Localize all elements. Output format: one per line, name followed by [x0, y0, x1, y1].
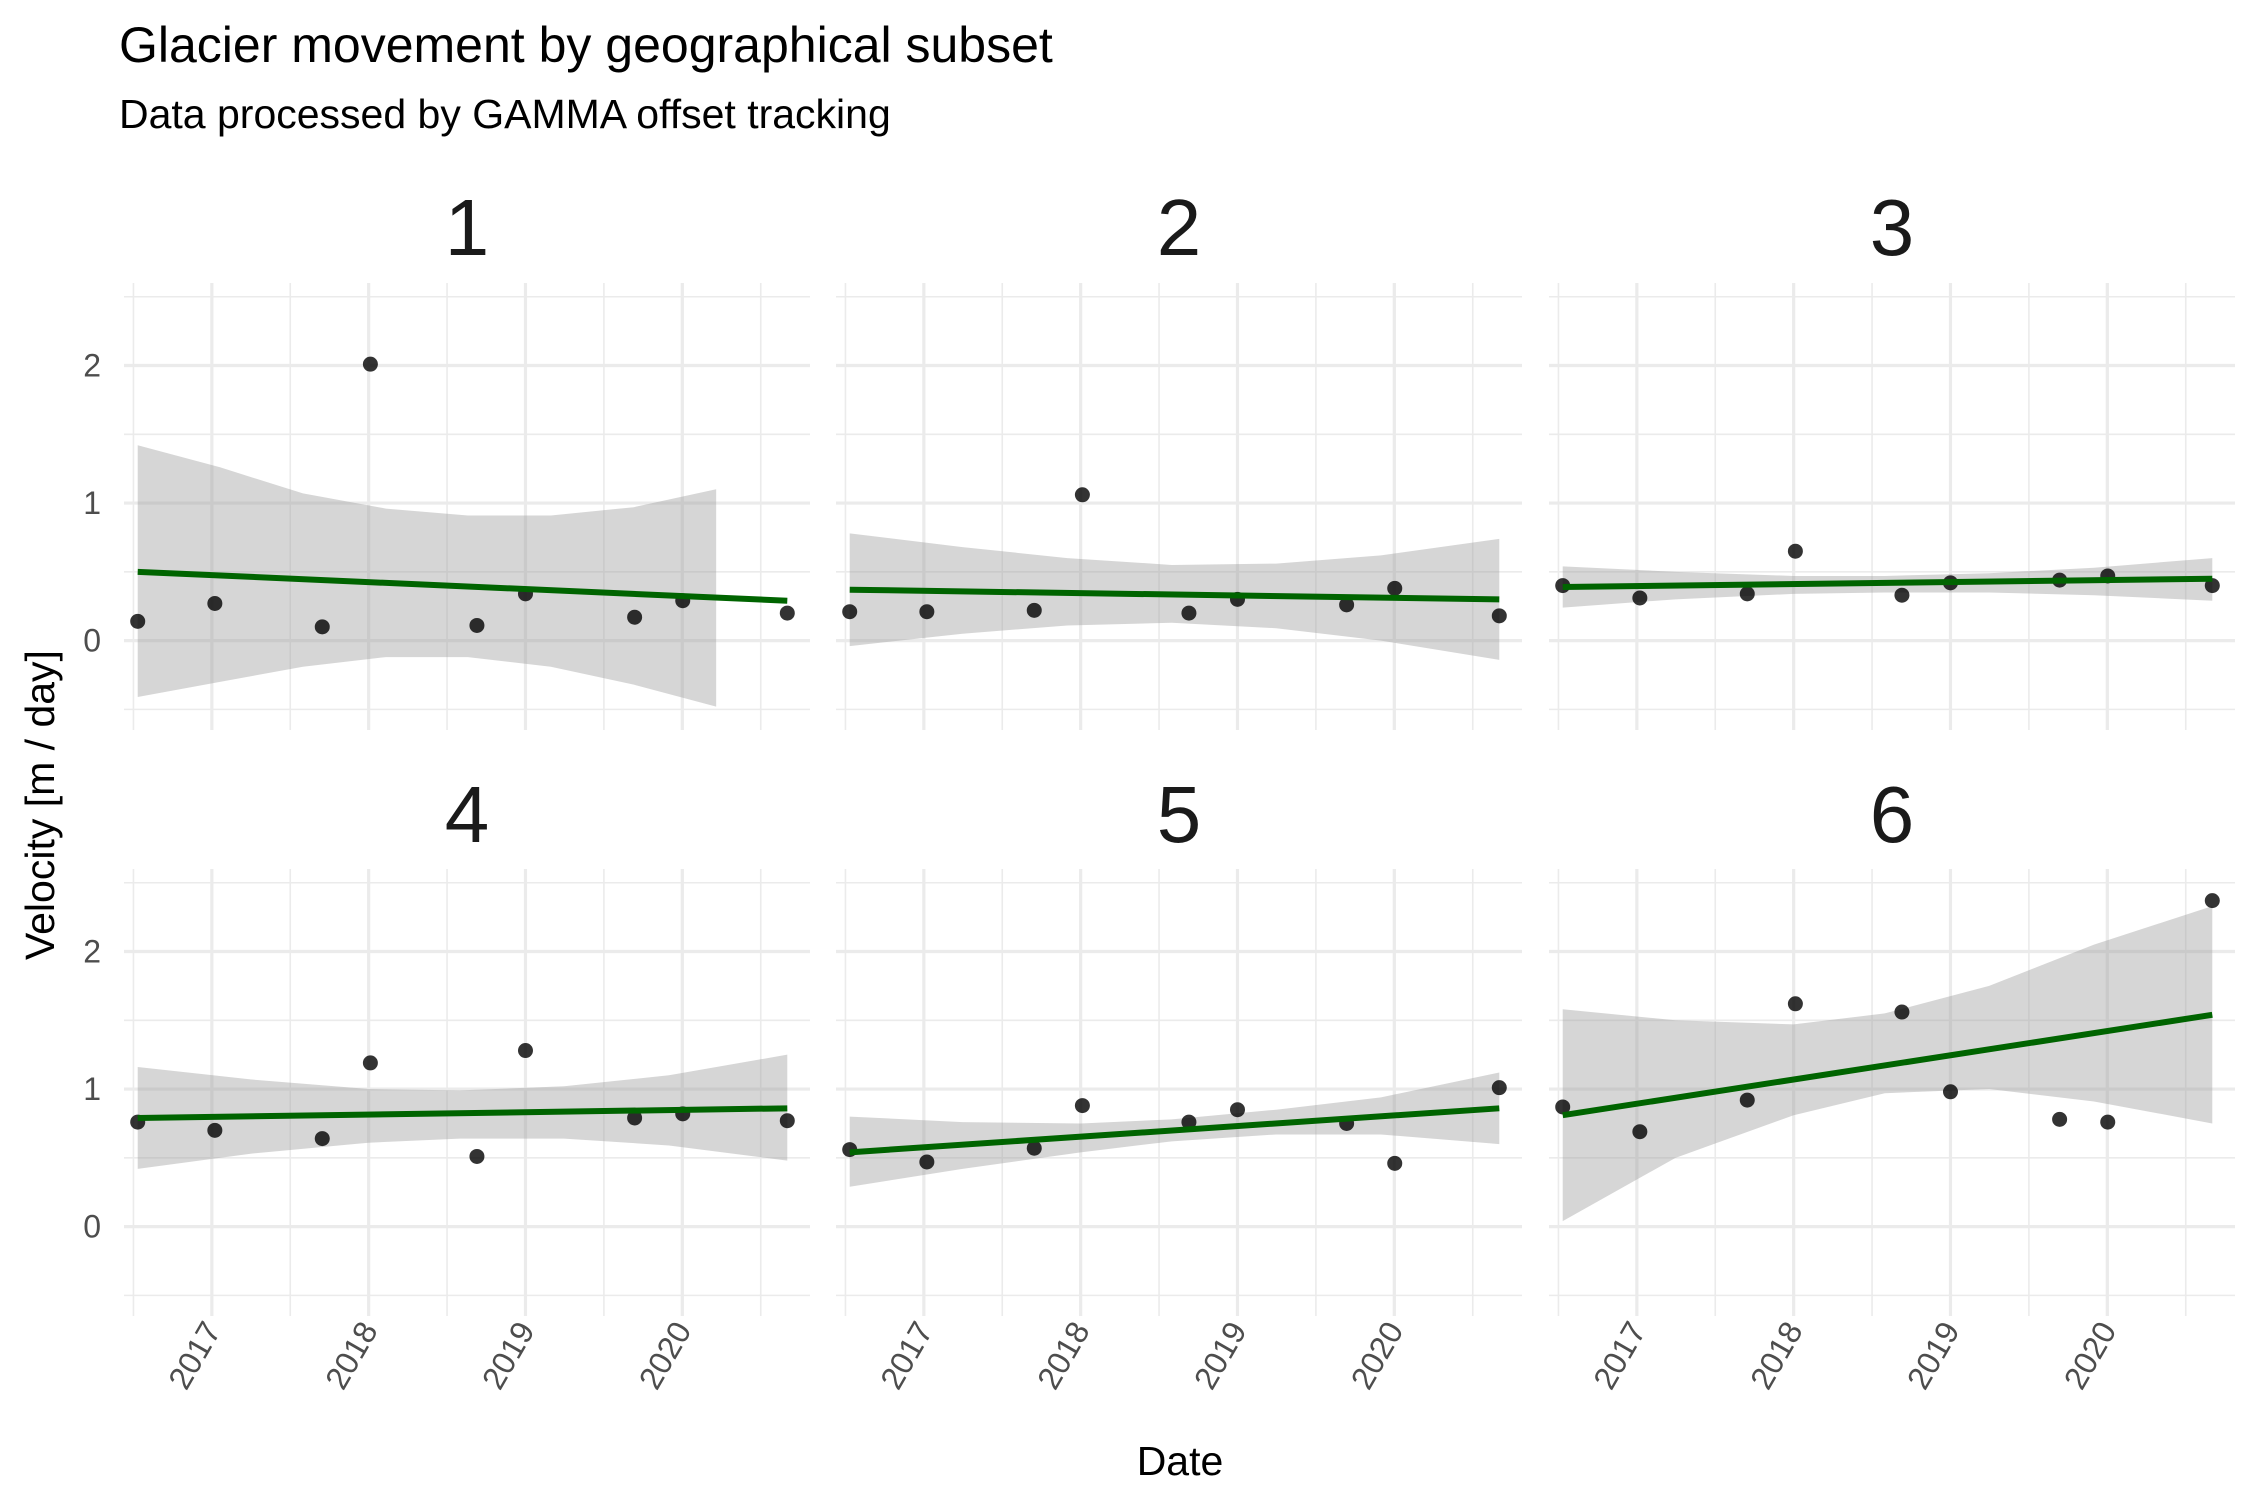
data-point [1894, 1004, 1910, 1020]
x-tick-label: 2018 [1743, 1316, 1810, 1396]
y-tick-label: 1 [83, 1071, 101, 1107]
panel-label: 6 [1870, 770, 1915, 859]
panel-5: 5 2017 2018 2019 2020 [836, 770, 1522, 1395]
panel-label: 2 [1157, 183, 1202, 272]
data-point [1491, 1080, 1507, 1096]
data-point [362, 356, 378, 372]
chart-title: Glacier movement by geographical subset [119, 17, 1053, 73]
data-point [1181, 605, 1197, 621]
data-point [1026, 1140, 1042, 1156]
y-tick-label: 1 [83, 485, 101, 521]
data-point [1739, 1092, 1755, 1108]
data-point [207, 595, 223, 611]
data-point [2052, 1111, 2068, 1127]
data-point [1894, 587, 1910, 603]
panel-label: 5 [1157, 770, 1202, 859]
y-tick-label: 0 [83, 1209, 101, 1245]
data-point [1555, 1099, 1571, 1115]
data-point [362, 1055, 378, 1071]
trend-line [137, 568, 788, 604]
y-axis-title: Velocity [m / day] [17, 650, 63, 960]
data-point [1074, 1098, 1090, 1114]
trend-line [137, 1105, 788, 1121]
panel-label: 4 [445, 770, 490, 859]
data-point [627, 609, 643, 625]
data-point [779, 605, 795, 621]
data-point [842, 604, 858, 620]
panel-2: 2 [836, 183, 1522, 730]
data-point [314, 1131, 330, 1147]
x-axis-title: Date [1137, 1438, 1224, 1484]
trend-line [849, 586, 1500, 603]
x-tick-label: 2017 [161, 1316, 228, 1396]
data-point [207, 1122, 223, 1138]
confidence-band [137, 445, 717, 707]
panel-label: 3 [1870, 183, 1915, 272]
x-tick-label: 2017 [873, 1316, 940, 1396]
data-point [1739, 586, 1755, 602]
data-point [919, 1154, 935, 1170]
data-point [469, 1148, 485, 1164]
data-point [469, 617, 485, 633]
data-point [2204, 578, 2220, 594]
data-point [919, 604, 935, 620]
data-point [1387, 580, 1403, 596]
data-point [1787, 996, 1803, 1012]
y-tick-label: 2 [83, 934, 101, 970]
data-point [1387, 1155, 1403, 1171]
x-tick-label: 2018 [318, 1316, 385, 1396]
data-point [517, 1043, 533, 1059]
data-point [1632, 590, 1648, 606]
trend-line [1562, 575, 2213, 590]
panels: 1 0 1 2 2 3 4 0 1 2 2017 2018 2019 2020 5 2017 2018 2019 2… [83, 183, 2235, 1395]
y-tick-label: 2 [83, 348, 101, 384]
data-point [1632, 1124, 1648, 1140]
data-point [779, 1113, 795, 1129]
panel-6: 6 2017 2018 2019 2020 [1549, 770, 2235, 1395]
x-tick-label: 2019 [1900, 1316, 1967, 1396]
data-point [1181, 1114, 1197, 1130]
data-point [1074, 487, 1090, 503]
y-tick-label: 0 [83, 623, 101, 659]
data-point [1229, 1102, 1245, 1118]
data-point [1787, 543, 1803, 559]
x-tick-label: 2017 [1586, 1316, 1653, 1396]
data-point [2204, 893, 2220, 909]
x-tick-label: 2020 [632, 1316, 699, 1396]
data-point [2100, 1114, 2116, 1130]
x-tick-label: 2020 [2057, 1316, 2124, 1396]
data-point [627, 1110, 643, 1126]
panel-label: 1 [445, 183, 490, 272]
panel-3: 3 [1549, 183, 2235, 730]
data-point [130, 613, 146, 629]
panel-4: 4 0 1 2 2017 2018 2019 2020 [83, 770, 810, 1395]
x-tick-label: 2020 [1344, 1316, 1411, 1396]
trend-line [1562, 1011, 2213, 1119]
data-point [1026, 602, 1042, 618]
chart-subtitle: Data processed by GAMMA offset tracking [119, 91, 891, 137]
trend-line [849, 1105, 1500, 1156]
x-tick-label: 2019 [1187, 1316, 1254, 1396]
data-point [1491, 608, 1507, 624]
panel-1: 1 0 1 2 [83, 183, 810, 730]
x-tick-label: 2019 [475, 1316, 542, 1396]
x-tick-label: 2018 [1030, 1316, 1097, 1396]
data-point [314, 619, 330, 635]
data-point [1339, 597, 1355, 613]
data-point [1942, 1084, 1958, 1100]
